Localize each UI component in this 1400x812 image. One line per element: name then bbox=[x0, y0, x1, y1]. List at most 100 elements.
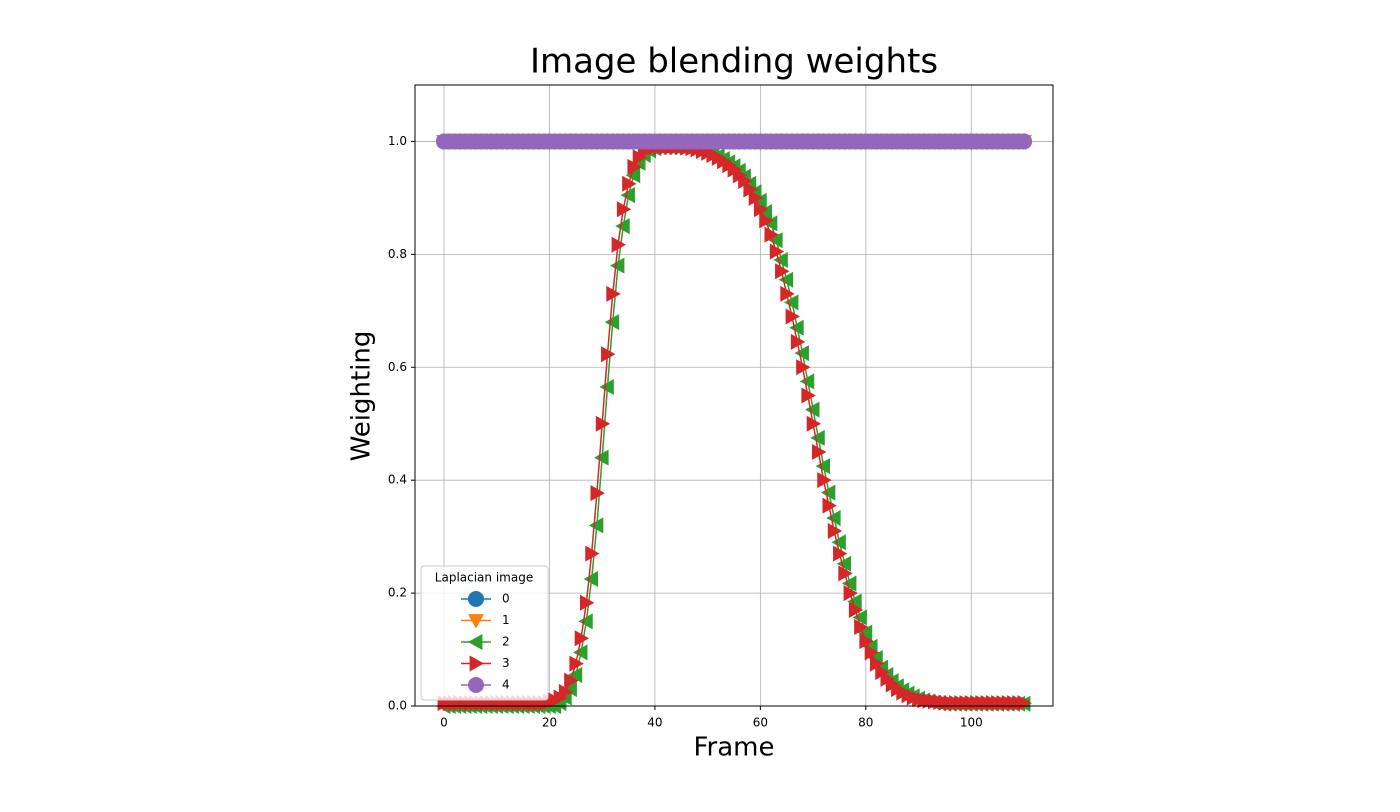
marker bbox=[588, 517, 604, 534]
marker bbox=[843, 585, 858, 602]
marker bbox=[1016, 133, 1032, 150]
marker bbox=[578, 613, 593, 630]
marker bbox=[827, 522, 843, 539]
marker bbox=[583, 570, 599, 587]
legend-label: 2 bbox=[502, 635, 510, 649]
x-tick-label: 40 bbox=[647, 716, 662, 730]
legend: Laplacian image 0 1 2 3 4 bbox=[420, 565, 549, 701]
marker bbox=[762, 215, 778, 232]
marker bbox=[769, 243, 785, 260]
marker bbox=[820, 484, 836, 501]
y-tick-label: 0.8 bbox=[388, 247, 407, 261]
marker bbox=[778, 271, 794, 288]
legend-marker bbox=[468, 591, 484, 607]
marker bbox=[606, 285, 621, 302]
marker bbox=[773, 252, 788, 269]
marker bbox=[738, 172, 753, 189]
marker bbox=[759, 212, 774, 229]
marker bbox=[743, 181, 758, 198]
marker bbox=[574, 630, 590, 647]
marker bbox=[794, 345, 809, 362]
y-tick-label: 0.4 bbox=[388, 473, 407, 487]
plot-frame bbox=[414, 84, 1054, 707]
marker bbox=[620, 187, 635, 204]
marker bbox=[784, 294, 799, 311]
marker bbox=[615, 218, 630, 235]
marker bbox=[817, 472, 832, 489]
legend-marker bbox=[469, 655, 484, 672]
marker bbox=[833, 545, 848, 562]
x-axis-label: Frame bbox=[693, 733, 774, 763]
legend-marker bbox=[468, 614, 484, 629]
marker bbox=[594, 449, 609, 466]
marker bbox=[625, 167, 641, 184]
marker bbox=[848, 602, 864, 619]
marker bbox=[847, 593, 862, 610]
legend-label: 0 bbox=[502, 592, 510, 606]
marker bbox=[826, 510, 841, 527]
marker bbox=[796, 359, 811, 376]
marker bbox=[1017, 695, 1032, 712]
x-tick-label: 80 bbox=[858, 716, 873, 730]
marker bbox=[562, 681, 577, 698]
marker bbox=[599, 379, 614, 396]
legend-marker bbox=[468, 634, 483, 650]
x-tick-label: 20 bbox=[542, 716, 557, 730]
chart-title: Image blending weights bbox=[530, 42, 938, 82]
legend-label: 3 bbox=[502, 656, 510, 670]
marker bbox=[864, 644, 880, 661]
marker bbox=[601, 346, 616, 363]
marker bbox=[752, 192, 767, 209]
marker bbox=[567, 666, 583, 683]
marker bbox=[790, 333, 806, 350]
marker bbox=[610, 257, 625, 274]
marker bbox=[627, 158, 642, 175]
legend-marker bbox=[468, 677, 484, 693]
marker bbox=[852, 609, 867, 626]
marker bbox=[622, 175, 637, 192]
marker bbox=[838, 565, 853, 582]
marker bbox=[564, 672, 579, 689]
marker bbox=[801, 387, 816, 404]
marker bbox=[859, 633, 874, 650]
marker bbox=[595, 415, 611, 432]
legend-box bbox=[420, 565, 549, 701]
marker bbox=[757, 204, 773, 221]
marker bbox=[579, 594, 595, 611]
y-tick-label: 0.2 bbox=[388, 586, 407, 600]
marker bbox=[785, 308, 800, 325]
x-tick-label: 60 bbox=[753, 716, 768, 730]
marker bbox=[857, 624, 873, 641]
marker bbox=[811, 443, 827, 460]
marker bbox=[590, 485, 605, 502]
marker bbox=[775, 263, 790, 280]
legend-title: Laplacian image bbox=[435, 571, 533, 585]
marker bbox=[822, 497, 837, 514]
y-tick-label: 0.0 bbox=[388, 699, 407, 713]
marker bbox=[611, 236, 626, 253]
y-axis-label: Weighting bbox=[347, 331, 377, 462]
marker bbox=[806, 415, 822, 432]
marker bbox=[604, 314, 620, 331]
legend-label: 1 bbox=[502, 613, 510, 627]
marker bbox=[558, 683, 574, 700]
marker bbox=[854, 618, 869, 635]
legend-label: 4 bbox=[502, 678, 510, 692]
y-tick-label: 0.6 bbox=[388, 360, 407, 374]
marker bbox=[815, 458, 831, 475]
marker bbox=[842, 575, 857, 592]
x-tick-label: 100 bbox=[960, 716, 983, 730]
marker bbox=[616, 201, 632, 218]
marker bbox=[585, 545, 600, 562]
marker bbox=[810, 429, 825, 446]
x-tick-label: 0 bbox=[440, 716, 448, 730]
marker bbox=[753, 201, 769, 218]
marker bbox=[836, 555, 852, 572]
marker bbox=[799, 373, 815, 390]
marker bbox=[805, 401, 820, 418]
marker bbox=[573, 644, 588, 661]
marker bbox=[831, 534, 846, 551]
marker bbox=[780, 285, 795, 302]
y-tick-label: 1.0 bbox=[388, 134, 407, 148]
